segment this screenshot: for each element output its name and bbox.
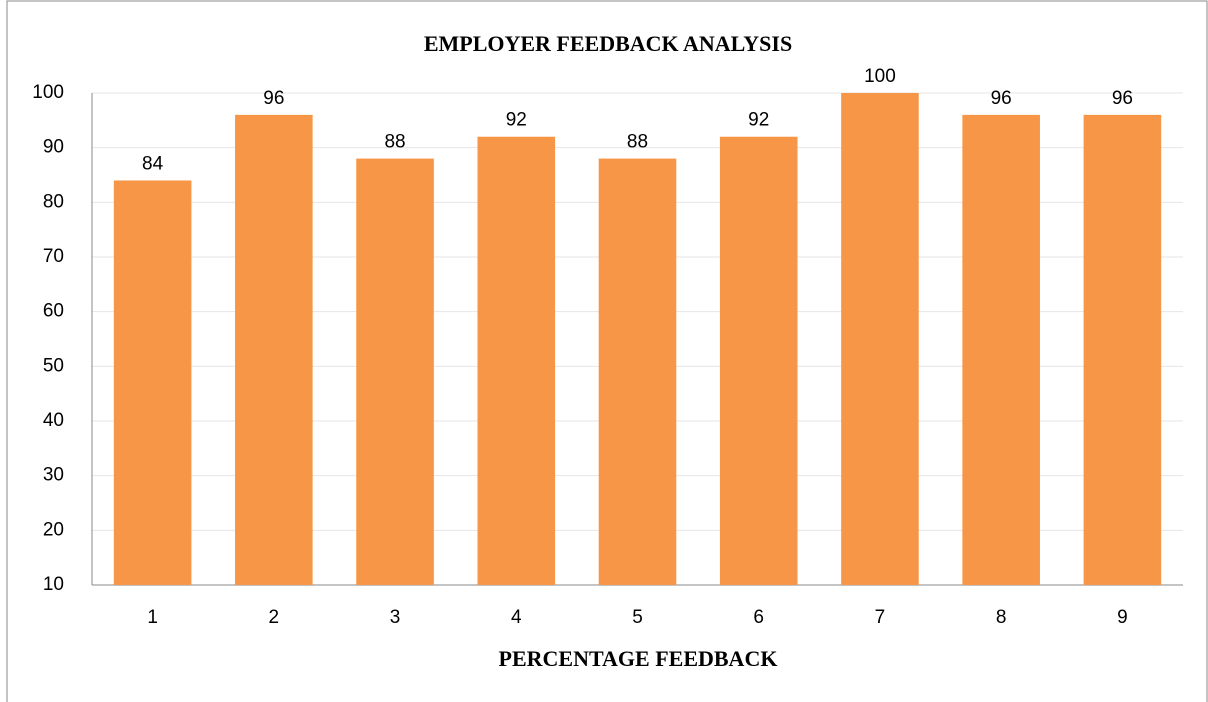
x-tick-label: 7 — [875, 607, 886, 628]
bar — [356, 158, 434, 585]
x-tick-label: 3 — [390, 607, 401, 628]
bar — [719, 136, 798, 585]
data-label: 84 — [142, 153, 164, 174]
bar — [235, 114, 313, 585]
y-tick-label: 60 — [43, 301, 64, 322]
y-tick-label: 20 — [43, 519, 64, 540]
x-tick-label: 1 — [147, 607, 158, 628]
chart-title: EMPLOYER FEEDBACK ANALYSIS — [424, 31, 792, 56]
chart-frame — [6, 0, 1208, 702]
y-tick-label: 30 — [43, 465, 64, 486]
y-tick-label: 70 — [43, 246, 64, 267]
bar — [962, 114, 1040, 585]
y-tick-label: 10 — [43, 574, 64, 595]
data-label: 92 — [748, 110, 769, 131]
data-label: 100 — [864, 66, 896, 87]
bar — [477, 136, 556, 585]
data-label: 88 — [627, 132, 648, 153]
data-label: 96 — [1112, 88, 1133, 109]
bar — [841, 93, 919, 585]
y-tick-label: 50 — [43, 355, 64, 376]
bar — [113, 180, 192, 585]
x-tick-label: 2 — [269, 607, 280, 628]
y-tick-label: 80 — [43, 191, 64, 212]
x-tick-label: 5 — [632, 607, 643, 628]
bar — [598, 158, 677, 585]
bar — [1083, 114, 1162, 585]
x-tick-label: 6 — [753, 607, 764, 628]
data-label: 92 — [506, 110, 527, 131]
data-label: 96 — [263, 88, 284, 109]
x-tick-label: 8 — [996, 607, 1007, 628]
y-tick-label: 100 — [32, 82, 64, 103]
x-tick-label: 4 — [511, 607, 522, 628]
data-label: 88 — [384, 132, 405, 153]
x-tick-label: 9 — [1117, 607, 1128, 628]
data-label: 96 — [991, 88, 1012, 109]
y-tick-label: 90 — [43, 137, 64, 158]
x-axis-label: PERCENTAGE FEEDBACK — [499, 646, 778, 671]
y-tick-label: 40 — [43, 410, 64, 431]
